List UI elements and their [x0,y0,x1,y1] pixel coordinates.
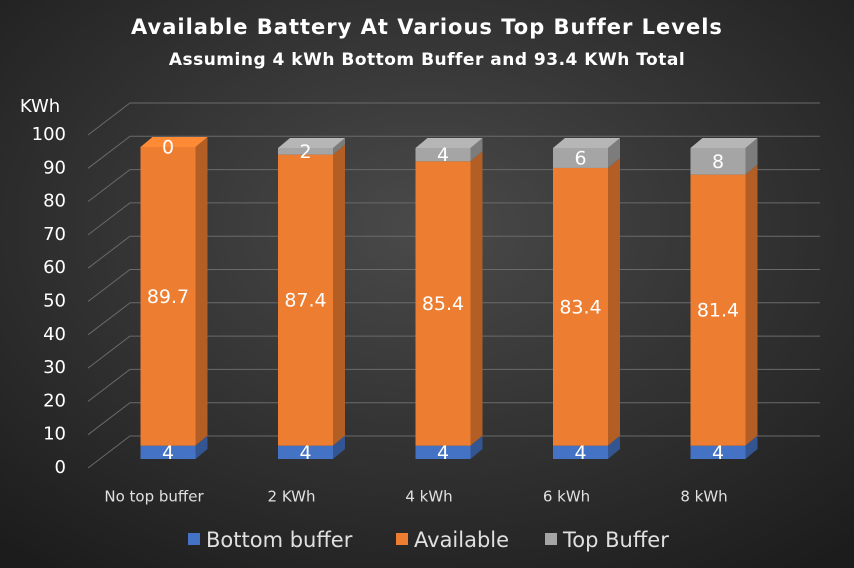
bar [553,445,608,459]
legend-swatch [396,533,408,545]
y-tick-label: 30 [43,357,66,378]
value-label: 83.4 [559,296,601,318]
x-tick-label: 2 KWh [268,488,316,506]
value-label: 2 [299,141,311,163]
y-axis-label: KWh [20,96,60,117]
bar-top [690,137,758,148]
y-tick-label: 80 [43,191,66,212]
chart-title: Available Battery At Various Top Buffer … [131,15,723,39]
grid-line [87,135,820,169]
value-label: 4 [299,442,311,464]
bar [278,445,333,459]
value-label: 8 [712,151,724,173]
bar-top [415,137,483,148]
value-label: 4 [437,144,449,166]
bar-side [333,144,345,446]
bar-side [470,151,483,446]
bar-side [608,157,620,446]
bar-top [278,137,345,148]
bar [278,154,333,446]
bar-top [553,137,620,148]
y-tick-label: 70 [43,224,66,245]
value-label: 87.4 [284,290,326,312]
bar-side [195,136,208,446]
y-tick-label: 60 [43,257,66,278]
y-tick-label: 40 [43,324,66,345]
bar-side [745,164,758,446]
bar-side [470,435,483,459]
legend-swatch [188,533,200,545]
value-label: 4 [712,442,724,464]
bar [415,147,471,162]
x-tick-label: 4 kWh [405,488,452,506]
y-tick-label: 100 [32,124,66,145]
bar [415,161,471,446]
bar [278,147,333,155]
x-tick-label: No top buffer [104,488,204,506]
bar-side [470,137,483,162]
bar [415,445,471,459]
legend: Bottom buffer Available Top Buffer [188,528,669,552]
bar-side [745,435,758,459]
bar-side [608,435,620,459]
chart-subtitle: Assuming 4 kWh Bottom Buffer and 93.4 KW… [169,50,685,70]
value-label: 89.7 [147,286,189,308]
grid-line [87,102,820,136]
legend-label: Bottom buffer [206,528,353,552]
y-tick-label: 10 [43,424,66,445]
value-label: 4 [162,442,174,464]
bar-side [745,137,758,175]
bar [553,167,608,446]
bar [553,147,608,168]
bar-side [608,137,620,168]
y-tick-label: 90 [43,157,66,178]
bar [690,147,746,175]
y-tick-label: 0 [55,457,66,478]
legend-label: Top Buffer [562,528,669,552]
value-label: 0 [162,136,174,158]
legend-swatch [545,533,557,545]
y-tick-label: 50 [43,291,66,312]
bars: No top buffer 4 89.7 0 2 KWh 4 87.4 2 4 kWh 4 85.4… [104,136,758,506]
x-tick-label: 8 kWh [680,488,727,506]
bar [690,445,746,459]
bar-side [195,435,208,459]
y-tick-label: 20 [43,390,66,411]
legend-label: Available [414,528,509,552]
value-label: 85.4 [422,293,464,315]
value-label: 6 [574,147,586,169]
bar [690,174,746,446]
value-label: 4 [574,442,586,464]
bar [140,445,196,459]
bar [140,146,196,446]
x-tick-label: 6 kWh [543,488,590,506]
bar-side [333,137,345,155]
value-label: 4 [437,442,449,464]
bar-top [140,136,208,147]
bar-side [333,435,345,459]
value-label: 81.4 [697,300,739,322]
